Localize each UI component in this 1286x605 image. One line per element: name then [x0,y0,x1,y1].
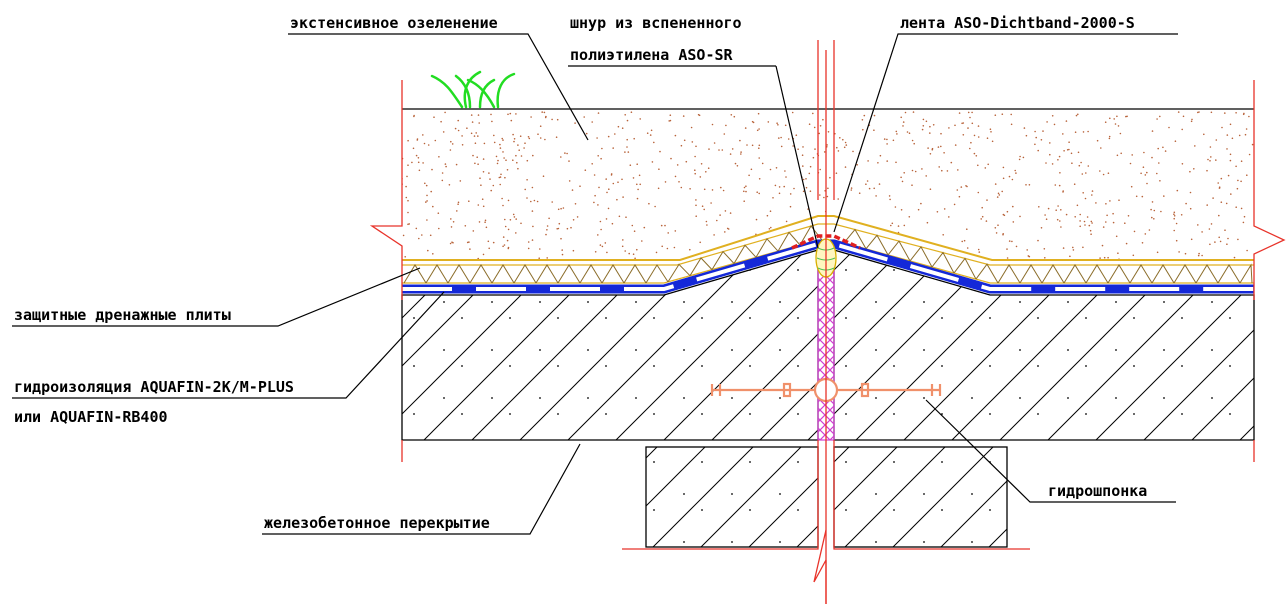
concrete-slab [401,249,1255,548]
label-waterproofing-line1: гидроизоляция AQUAFIN-2K/M-PLUS [14,378,294,396]
leader-lines [12,33,1178,535]
label-waterproofing-line2: или AQUAFIN-RB400 [14,408,168,426]
label-cord-line1: шнур из вспененного [570,14,742,32]
grass-icon [430,70,516,109]
label-drainage-plates: защитные дренажные плиты [14,306,231,324]
label-waterstop: гидрошпонка [1048,482,1147,500]
section-break-lines [369,40,1286,604]
label-sealing-tape: лента ASO-Dichtband-2000-S [900,14,1135,32]
label-extensive-greening: экстенсивное озеленение [290,14,498,32]
label-cord-line2: полиэтилена ASO-SR [570,46,734,64]
soil-layer [402,108,1254,260]
label-slab: железобетонное перекрытие [264,514,490,532]
